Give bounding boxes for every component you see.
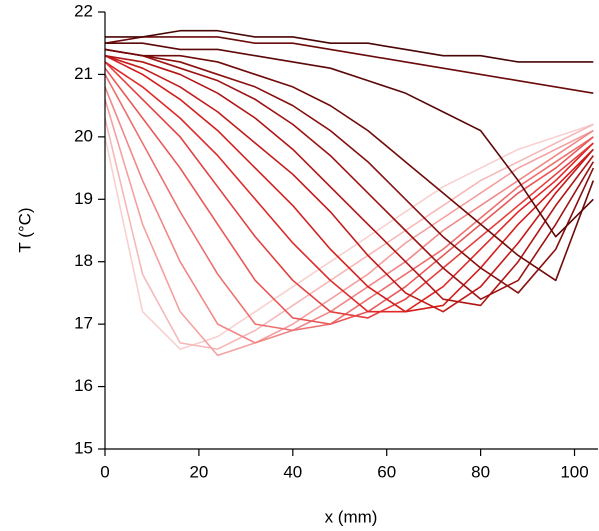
y-tick-label: 15 — [74, 438, 93, 457]
y-tick-label: 17 — [74, 314, 93, 333]
y-tick-label: 19 — [74, 189, 93, 208]
data-line — [104, 54, 594, 307]
x-axis-label: x (mm) — [325, 507, 378, 526]
y-axis-label: T (°C) — [15, 207, 34, 252]
data-line — [104, 123, 594, 350]
data-line — [105, 42, 594, 238]
data-line — [104, 61, 594, 313]
data-line — [104, 61, 594, 319]
y-tick-label: 16 — [74, 376, 93, 395]
y-tick-label: 20 — [74, 126, 93, 145]
data-line — [104, 74, 594, 332]
data-line — [104, 48, 594, 300]
y-tick-label: 18 — [74, 251, 93, 270]
x-tick-label: 100 — [560, 462, 588, 481]
data-line — [104, 67, 594, 325]
data-line — [104, 86, 594, 344]
y-tick-label: 22 — [74, 1, 93, 20]
data-line — [104, 48, 595, 282]
data-line — [104, 36, 594, 94]
y-tick-label: 21 — [74, 64, 93, 83]
data-line — [104, 54, 594, 313]
x-tick-label: 80 — [471, 462, 490, 481]
x-tick-label: 60 — [377, 462, 396, 481]
x-tick-label: 40 — [283, 462, 302, 481]
data-line — [104, 99, 594, 357]
data-line — [104, 48, 595, 294]
x-tick-label: 0 — [100, 462, 109, 481]
plot-area — [104, 29, 595, 357]
x-tick-label: 20 — [189, 462, 208, 481]
data-line — [105, 29, 594, 63]
